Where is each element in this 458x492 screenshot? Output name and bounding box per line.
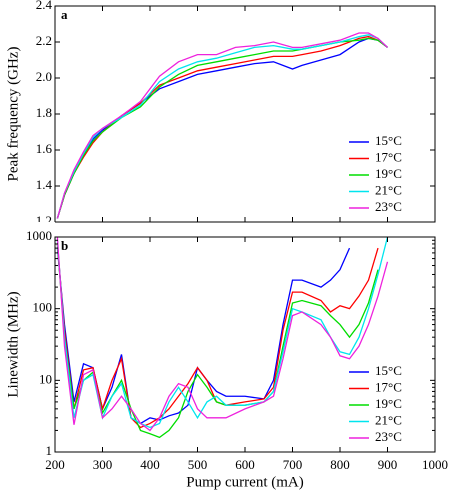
legend-label: 23°C (375, 429, 402, 444)
legend-label: 19°C (375, 396, 402, 411)
data-line (56, 35, 388, 219)
x-tick-label: 200 (45, 457, 65, 472)
x-tick-label: 900 (378, 457, 398, 472)
x-tick-label: 1000 (422, 457, 448, 472)
y-axis-label: Linewidth (MHz) (5, 291, 21, 397)
data-line (56, 247, 351, 425)
data-line (56, 37, 388, 219)
y-tick-label: 1000 (26, 228, 52, 243)
legend-label: 15°C (375, 363, 402, 378)
x-axis-label: Pump current (mA) (186, 474, 303, 490)
legend-label: 23°C (375, 199, 402, 214)
data-line (56, 243, 379, 439)
data-line (56, 37, 388, 219)
panel: 200 300 400 500 600 700 800 900 1000 1 10 100 1000 b L… (0, 222, 448, 490)
data-line (56, 34, 388, 219)
y-tick-label: 1.8 (36, 105, 52, 120)
legend-label: 21°C (375, 182, 402, 197)
y-tick-label: 2.4 (36, 0, 53, 12)
x-tick-label: 800 (330, 457, 350, 472)
x-tick-label: 600 (235, 457, 255, 472)
legend-label: 21°C (375, 412, 402, 427)
panel-label: a (61, 7, 68, 22)
data-line (56, 32, 388, 219)
x-tick-label: 300 (93, 457, 113, 472)
x-tick-label: 700 (283, 457, 303, 472)
data-line (56, 236, 389, 429)
x-tick-label: 400 (140, 457, 160, 472)
legend-label: 17°C (375, 379, 402, 394)
y-tick-label: 2.0 (36, 69, 52, 84)
y-axis-label: Peak frequency (GHz) (5, 47, 21, 182)
mask (0, 222, 55, 467)
legend-label: 17°C (375, 149, 402, 164)
x-tick-label: 500 (188, 457, 208, 472)
y-tick-label: 1.4 (36, 177, 53, 192)
y-tick-label: 100 (33, 300, 53, 315)
legend-label: 19°C (375, 166, 402, 181)
y-tick-label: 1.6 (36, 141, 53, 156)
y-tick-label: 1 (46, 443, 53, 458)
panel-label: b (61, 238, 68, 253)
y-tick-label: 2.2 (36, 33, 52, 48)
mask (0, 0, 55, 237)
y-tick-label: 10 (39, 371, 52, 386)
legend-label: 15°C (375, 133, 402, 148)
data-line (56, 243, 379, 429)
data-line (56, 236, 389, 432)
